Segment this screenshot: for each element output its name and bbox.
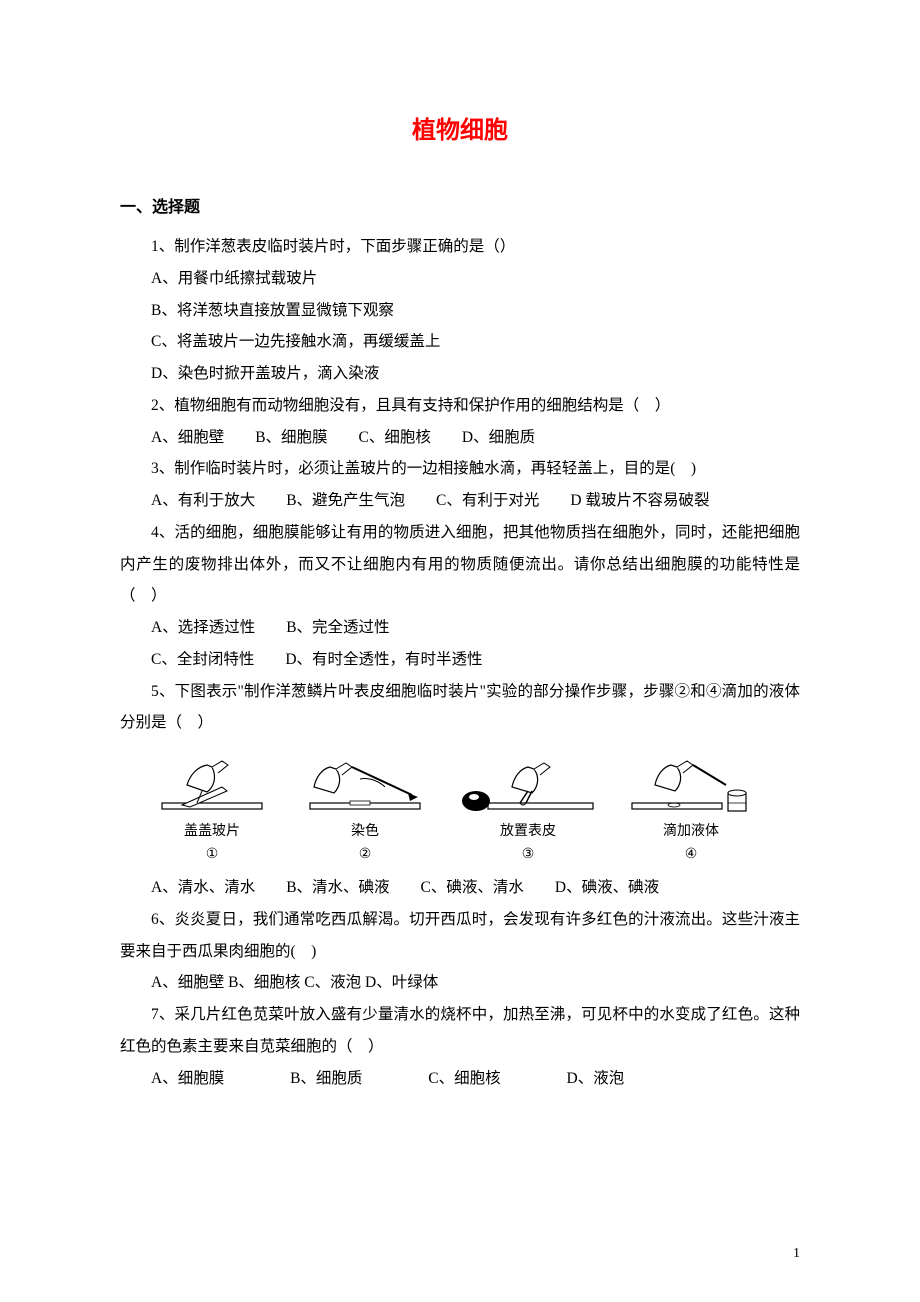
question-option: A、用餐巾纸擦拭载玻片 [120, 263, 800, 295]
question-options-inline: A、细胞壁 B、细胞膜 C、细胞核 D、细胞质 [120, 422, 800, 454]
question-option: A、选择透过性 B、完全透过性 [120, 612, 800, 644]
figure-number: ④ [685, 844, 698, 866]
question-option: C、将盖玻片一边先接触水滴，再缓缓盖上 [120, 326, 800, 358]
question-option: D、染色时掀开盖玻片，滴入染液 [120, 358, 800, 390]
document-title: 植物细胞 [120, 110, 800, 145]
staining-icon [300, 757, 430, 817]
question-stem: 2、植物细胞有而动物细胞没有，且具有支持和保护作用的细胞结构是（ ） [120, 390, 800, 422]
page-number: 1 [793, 1246, 800, 1262]
figure-item: 染色 ② [300, 757, 430, 866]
question-option: B、将洋葱块直接放置显微镜下观察 [120, 295, 800, 327]
question-stem: 4、活的细胞，细胞膜能够让有用的物质进入细胞，把其他物质挡在细胞外，同时，还能把… [120, 517, 800, 612]
question-stem: 6、炎炎夏日，我们通常吃西瓜解渴。切开西瓜时，会发现有许多红色的汁液流出。这些汁… [120, 904, 800, 968]
figure-label: 放置表皮 [500, 821, 556, 843]
question-stem: 7、采几片红色苋菜叶放入盛有少量清水的烧杯中，加热至沸，可见杯中的水变成了红色。… [120, 999, 800, 1063]
place-epidermis-icon [458, 757, 598, 817]
figure-label: 染色 [351, 821, 379, 843]
question-stem: 5、下图表示"制作洋葱鳞片叶表皮细胞临时装片"实验的部分操作步骤，步骤②和④滴加… [120, 676, 800, 740]
add-liquid-icon [626, 757, 756, 817]
figure-number: ① [206, 844, 219, 866]
figure-item: 放置表皮 ③ [458, 757, 598, 866]
figure-item: 滴加液体 ④ [626, 757, 756, 866]
figure-number: ② [359, 844, 372, 866]
figure-label: 盖盖玻片 [184, 821, 240, 843]
figure-item: 盖盖玻片 ① [152, 757, 272, 866]
question-options-inline: A、细胞膜 B、细胞质 C、细胞核 D、液泡 [120, 1063, 800, 1095]
question-option: C、全封闭特性 D、有时全透性，有时半透性 [120, 644, 800, 676]
figure-label: 滴加液体 [663, 821, 719, 843]
figure-number: ③ [522, 844, 535, 866]
document-page: 植物细胞 一、选择题 1、制作洋葱表皮临时装片时，下面步骤正确的是（） A、用餐… [0, 0, 920, 1302]
figure-row: 盖盖玻片 ① 染色 ② [152, 757, 800, 866]
question-stem: 1、制作洋葱表皮临时装片时，下面步骤正确的是（） [120, 231, 800, 263]
section-heading: 一、选择题 [120, 193, 800, 217]
question-stem: 3、制作临时装片时，必须让盖玻片的一边相接触水滴，再轻轻盖上，目的是( ) [120, 453, 800, 485]
question-options-inline: A、清水、清水 B、清水、碘液 C、碘液、清水 D、碘液、碘液 [120, 872, 800, 904]
question-options-inline: A、细胞壁 B、细胞核 C、液泡 D、叶绿体 [120, 967, 800, 999]
cover-slip-icon [152, 757, 272, 817]
question-options-inline: A、有利于放大 B、避免产生气泡 C、有利于对光 D 载玻片不容易破裂 [120, 485, 800, 517]
